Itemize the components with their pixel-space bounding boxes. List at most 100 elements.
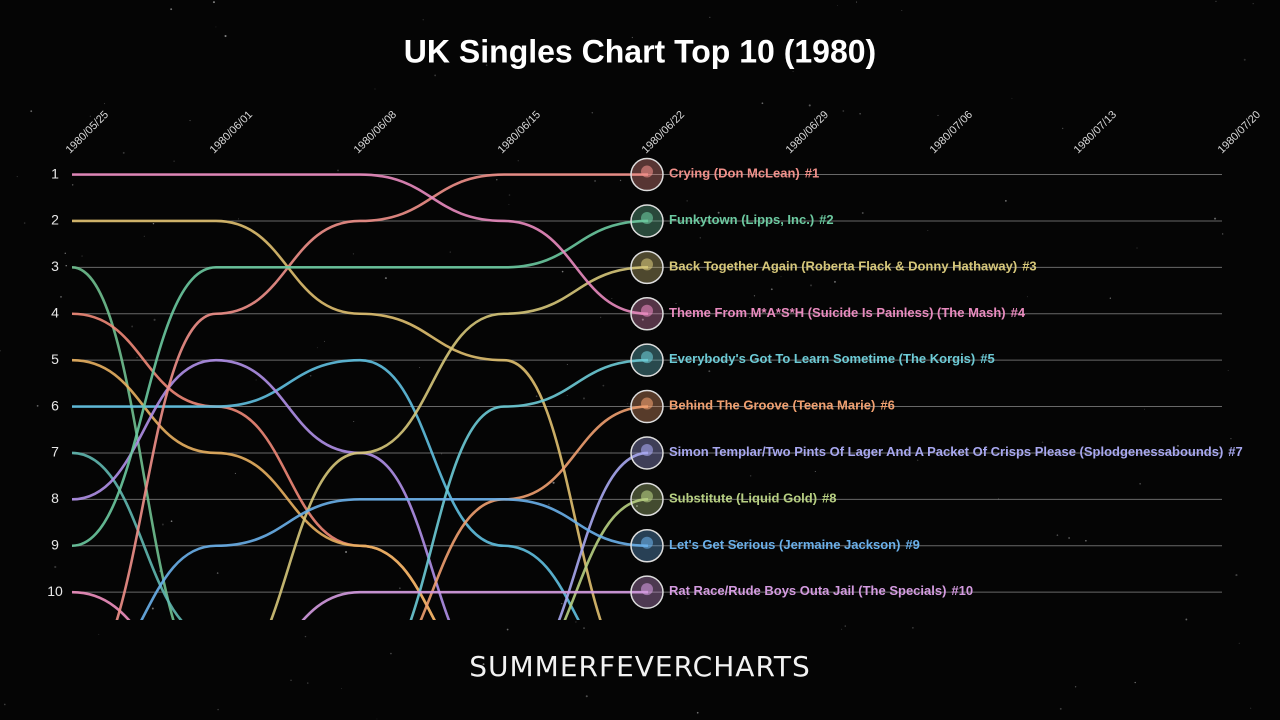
artist-image-inner [641,397,653,410]
y-tick-label: 7 [51,444,59,460]
star [631,36,633,39]
star [1041,441,1044,444]
star [1252,3,1254,5]
series-label: Simon Templar/Two Pints Of Lager And A P… [669,444,1243,459]
star [255,379,257,381]
star [517,160,519,162]
star [840,54,843,56]
star [599,316,602,319]
star [449,251,451,253]
star [535,395,538,398]
series-line [71,451,183,620]
star [143,235,145,237]
series-line [419,405,649,620]
star [441,453,443,455]
star [161,523,164,526]
star [60,295,62,298]
star [30,110,33,113]
star [434,74,437,77]
y-tick-label: 9 [51,536,59,552]
star [798,61,800,63]
star [917,459,919,461]
star [842,110,845,112]
star [153,318,156,321]
star [749,317,751,319]
rank-label: #8 [822,491,836,506]
star [1238,642,1240,644]
star [353,421,355,422]
series-label: Funkytown (Lipps, Inc.) #2 [669,212,834,227]
song-name: Rat Race/Rude Boys Outa Jail (The Specia… [669,584,946,599]
star [23,222,26,224]
star [290,679,292,681]
star [152,222,155,225]
star [316,347,318,349]
star [1136,247,1138,249]
star [936,353,939,355]
star [735,540,738,543]
star [611,298,613,299]
series-line [409,358,649,620]
series-line [115,173,648,620]
star [552,481,555,484]
song-name: Funkytown (Lipps, Inc.) [669,212,814,227]
series-label: Substitute (Liquid Gold) #8 [669,491,837,506]
song-name: Let's Get Serious (Jermaine Jackson) [669,537,900,552]
y-tick-label: 10 [47,583,63,599]
star [699,237,701,239]
series-line [71,358,436,620]
star [619,179,622,182]
star [508,203,510,205]
star [837,5,839,6]
star [594,180,597,182]
artist-image-inner [641,583,653,596]
star [583,627,585,629]
star [814,470,816,473]
star [238,218,239,220]
star [345,550,348,553]
star [627,403,629,405]
star [636,505,638,507]
star [786,309,789,312]
star [104,103,106,105]
star [399,587,401,589]
star [1134,681,1136,684]
rank-label: #4 [1011,305,1026,320]
star [1227,369,1229,371]
y-tick-label: 6 [51,397,59,413]
star [1214,217,1217,220]
star [54,565,57,569]
star [927,229,929,231]
star [675,678,677,680]
star [1221,233,1224,235]
artist-image-inner [641,304,653,317]
y-tick-label: 2 [51,212,59,228]
series-line [301,590,648,620]
star [547,503,550,506]
series-label: Behind The Groove (Teena Marie) #6 [669,398,895,413]
star [65,264,67,267]
star [686,200,688,202]
star [304,635,307,638]
star [560,602,563,605]
star [1005,200,1007,202]
star [376,718,378,720]
star [717,211,720,214]
y-tick-label: 4 [51,304,59,320]
artist-image-inner [641,258,653,271]
song-name: Crying (Don McLean) [669,166,800,181]
star [1026,296,1028,298]
star [780,276,782,278]
star [1068,537,1070,539]
star [641,318,644,321]
star [307,682,309,684]
star [602,384,605,387]
star [1074,686,1077,688]
star [711,407,713,409]
y-tick-label: 5 [51,351,59,367]
artist-image-inner [641,443,653,456]
star [217,708,219,711]
star [64,252,66,254]
star [151,607,154,610]
rank-label: #7 [1228,444,1242,459]
